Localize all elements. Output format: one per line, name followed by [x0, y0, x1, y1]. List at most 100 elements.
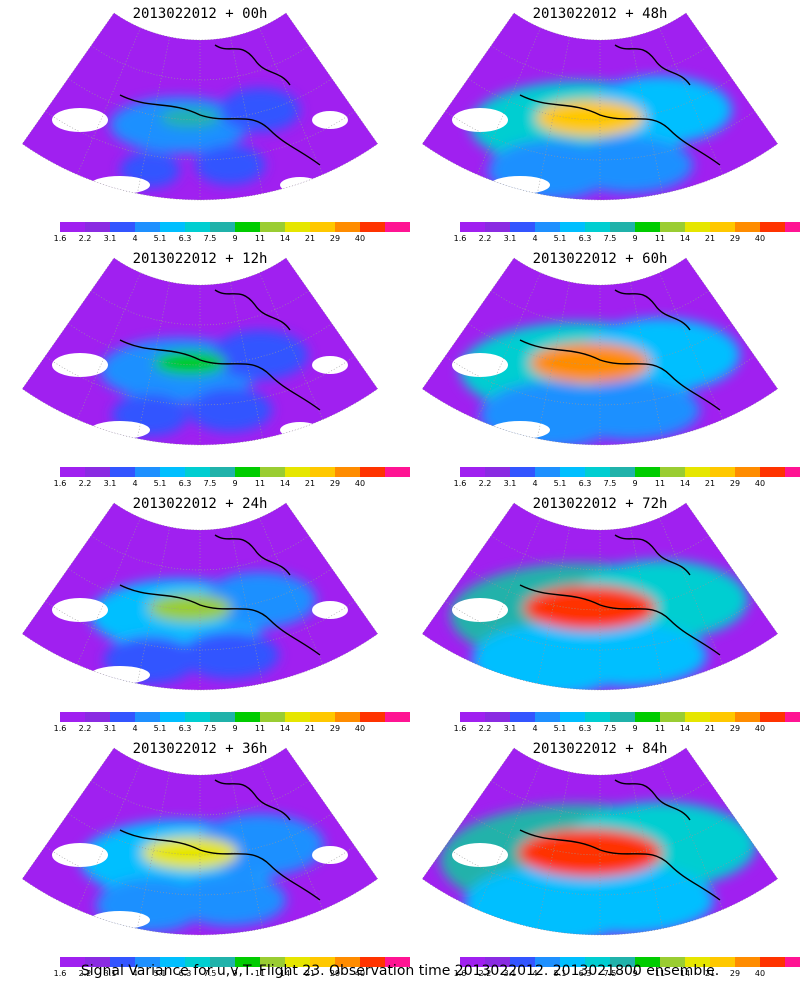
colorbar-swatch — [235, 712, 260, 722]
colorbar-swatch — [735, 712, 760, 722]
colorbar-swatch — [760, 712, 785, 722]
colorbar-label: 7.5 — [603, 234, 617, 243]
colorbar-label: 14 — [679, 234, 691, 243]
colorbar-swatch — [185, 957, 210, 967]
colorbar-label: 2.2 — [78, 234, 92, 243]
colorbar-label: 9 — [232, 479, 238, 488]
colorbar-label: 4 — [532, 234, 538, 243]
colorbar-label: 6.3 — [578, 724, 592, 733]
colorbar-swatch — [110, 222, 135, 232]
map-60h — [421, 257, 779, 446]
colorbar-swatch — [660, 957, 685, 967]
colorbar-label: 29 — [729, 724, 741, 733]
colorbar: 1.6 2.2 3.1 4 5.1 6.3 7.5 9 11 14 21 29 40 — [54, 222, 410, 246]
colorbar-swatch — [585, 467, 610, 477]
map-field — [422, 747, 778, 936]
colorbar-swatch — [260, 712, 285, 722]
colorbar-swatch — [460, 712, 485, 722]
colorbar-label: 21 — [304, 724, 316, 733]
colorbar-label: 11 — [654, 724, 666, 733]
colorbar-label: 9 — [632, 969, 638, 978]
coastline — [119, 339, 321, 411]
panel-12h: 2013022012 + 12h 1.6 2.2 3.1 4 5.1 6.3 7.5 9 11 1… — [0, 245, 410, 490]
colorbar-swatch — [785, 957, 800, 967]
colorbar-swatch — [610, 222, 635, 232]
colorbar-swatch — [685, 467, 710, 477]
colorbar-swatch — [460, 467, 485, 477]
panel-title: 2013022012 + 00h — [132, 6, 268, 22]
colorbar-swatch — [510, 712, 535, 722]
colorbar-swatch — [60, 222, 85, 232]
colorbar-label: 40 — [754, 479, 766, 488]
colorbar-swatch — [135, 957, 160, 967]
colorbar-swatch — [660, 222, 685, 232]
colorbar-label: 7.5 — [203, 234, 217, 243]
colorbar-label: 21 — [304, 969, 316, 978]
colorbar-swatch — [385, 712, 410, 722]
colorbar-swatch — [235, 957, 260, 967]
colorbar-label: 4 — [132, 479, 138, 488]
colorbar-swatch — [385, 467, 410, 477]
colorbar-swatch — [135, 467, 160, 477]
colorbar-swatch — [135, 712, 160, 722]
map-00h — [21, 12, 379, 201]
colorbar-boxes — [460, 957, 800, 967]
colorbar-label: 11 — [654, 969, 666, 978]
colorbar-swatch — [135, 222, 160, 232]
colorbar-swatch — [185, 222, 210, 232]
colorbar-swatch — [710, 467, 735, 477]
colorbar-swatch — [510, 957, 535, 967]
colorbar-label: 3.1 — [503, 724, 517, 733]
panel-title: 2013022012 + 48h — [532, 6, 668, 22]
colorbar-swatch — [210, 222, 235, 232]
colorbar-swatch — [335, 467, 360, 477]
colorbar-swatch — [335, 957, 360, 967]
colorbar-label: 6.3 — [578, 234, 592, 243]
colorbar-label: 1.6 — [53, 724, 67, 733]
colorbar-label: 2.2 — [478, 234, 492, 243]
colorbar-label: 3.1 — [103, 969, 117, 978]
colorbar-label: 40 — [754, 969, 766, 978]
colorbar-swatch — [710, 712, 735, 722]
colorbar-boxes — [60, 222, 410, 232]
colorbar-label: 5.1 — [553, 724, 567, 733]
colorbar-swatch — [235, 222, 260, 232]
colorbar: 1.6 2.2 3.1 4 5.1 6.3 7.5 9 11 14 21 29 40 — [54, 957, 410, 981]
colorbar-swatch — [610, 712, 635, 722]
colorbar-swatch — [660, 467, 685, 477]
colorbar-swatch — [160, 222, 185, 232]
colorbar-label: 4 — [132, 234, 138, 243]
colorbar-label: 14 — [279, 234, 291, 243]
colorbar-label: 2.2 — [478, 969, 492, 978]
colorbar-swatch — [85, 467, 110, 477]
colorbar-swatch — [760, 467, 785, 477]
colorbar-swatch — [335, 712, 360, 722]
colorbar-label: 11 — [254, 234, 266, 243]
map-36h — [21, 747, 379, 936]
colorbar-label: 1.6 — [453, 724, 467, 733]
colorbar-boxes — [460, 467, 800, 477]
map-field — [22, 502, 378, 690]
colorbar-label: 2.2 — [78, 724, 92, 733]
colorbar-swatch — [535, 467, 560, 477]
colorbar-label: 3.1 — [503, 479, 517, 488]
colorbar-label: 5.1 — [553, 969, 567, 978]
colorbar-label: 7.5 — [603, 969, 617, 978]
colorbar-label: 6.3 — [178, 234, 192, 243]
colorbar-swatch — [310, 222, 335, 232]
colorbar-swatch — [360, 222, 385, 232]
panel-60h: 2013022012 + 60h 1.6 2.2 3.1 4 5.1 6.3 7.5 9 11 1… — [400, 245, 800, 490]
colorbar-label: 14 — [679, 724, 691, 733]
figure-caption: Signal Variance for u,v,T. Flight 23. Ob… — [80, 963, 720, 979]
colorbar-label: 21 — [704, 969, 716, 978]
colorbar-label: 2.2 — [78, 479, 92, 488]
colorbar: 1.6 2.2 3.1 4 5.1 6.3 7.5 9 11 14 21 29 40 — [454, 467, 800, 491]
colorbar-label: 29 — [729, 969, 741, 978]
panel-title: 2013022012 + 12h — [132, 251, 268, 267]
coastline — [119, 94, 321, 166]
panel-24h: 2013022012 + 24h 1.6 2.2 3.1 4 5.1 6.3 7.5 9 11 1… — [0, 490, 410, 735]
colorbar-label: 1.6 — [53, 969, 67, 978]
colorbar-swatch — [285, 712, 310, 722]
colorbar-label: 21 — [704, 479, 716, 488]
colorbar-label: 40 — [354, 479, 366, 488]
